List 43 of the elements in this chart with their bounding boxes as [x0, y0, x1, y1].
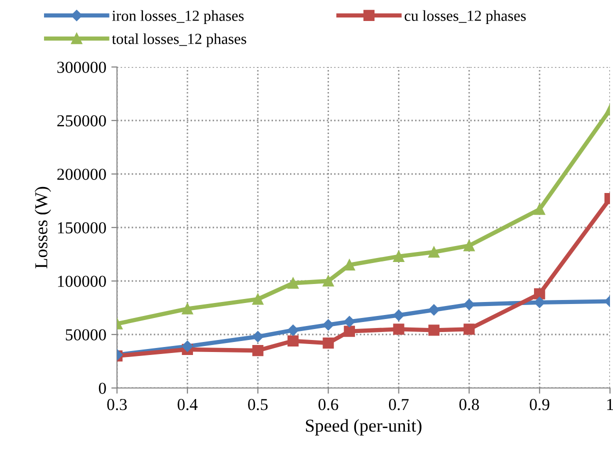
point	[428, 304, 440, 316]
y-tick-label: 0	[98, 382, 106, 394]
point	[288, 278, 299, 289]
x-tick-label: 0.3	[107, 398, 127, 410]
point	[344, 326, 355, 337]
point	[534, 204, 546, 215]
legend-label: cu losses_12 phases	[404, 10, 526, 24]
y-axis-title: Losses (W)	[34, 186, 52, 268]
point	[288, 335, 299, 346]
y-tick-label: 300000	[57, 62, 106, 73]
point	[464, 324, 475, 335]
point	[428, 324, 440, 336]
point	[393, 324, 404, 335]
x-axis-title: Speed (per-unit)	[306, 419, 422, 436]
point	[287, 324, 299, 336]
point	[344, 316, 356, 328]
point	[322, 319, 334, 330]
point	[393, 310, 404, 321]
point	[428, 246, 440, 258]
legend-label: total losses_12 phases	[112, 33, 246, 48]
y-tick-label: 250000	[57, 115, 106, 126]
y-tick-label: 100000	[58, 276, 106, 287]
point	[393, 250, 404, 262]
point	[252, 344, 264, 356]
point	[534, 288, 546, 300]
point	[182, 340, 194, 352]
x-tick-label: 0.4	[178, 398, 198, 410]
point	[182, 303, 193, 314]
point	[322, 338, 334, 349]
x-tick-label: 0.6	[318, 398, 338, 410]
legend-label: iron losses_12 phases	[112, 10, 244, 24]
x-tick-label: 1	[607, 398, 613, 410]
point	[322, 275, 334, 287]
y-tick-label: 150000	[58, 222, 106, 234]
point	[252, 294, 264, 305]
x-tick-label: 0.7	[388, 398, 409, 410]
x-tick-label: 0.8	[459, 398, 479, 410]
y-tick-label: 50000	[66, 329, 106, 340]
x-tick-label: 0.5	[248, 398, 268, 410]
x-tick-label: 0.9	[530, 398, 550, 410]
y-tick-label: 200000	[57, 168, 106, 180]
point	[252, 331, 264, 342]
point	[464, 240, 475, 252]
